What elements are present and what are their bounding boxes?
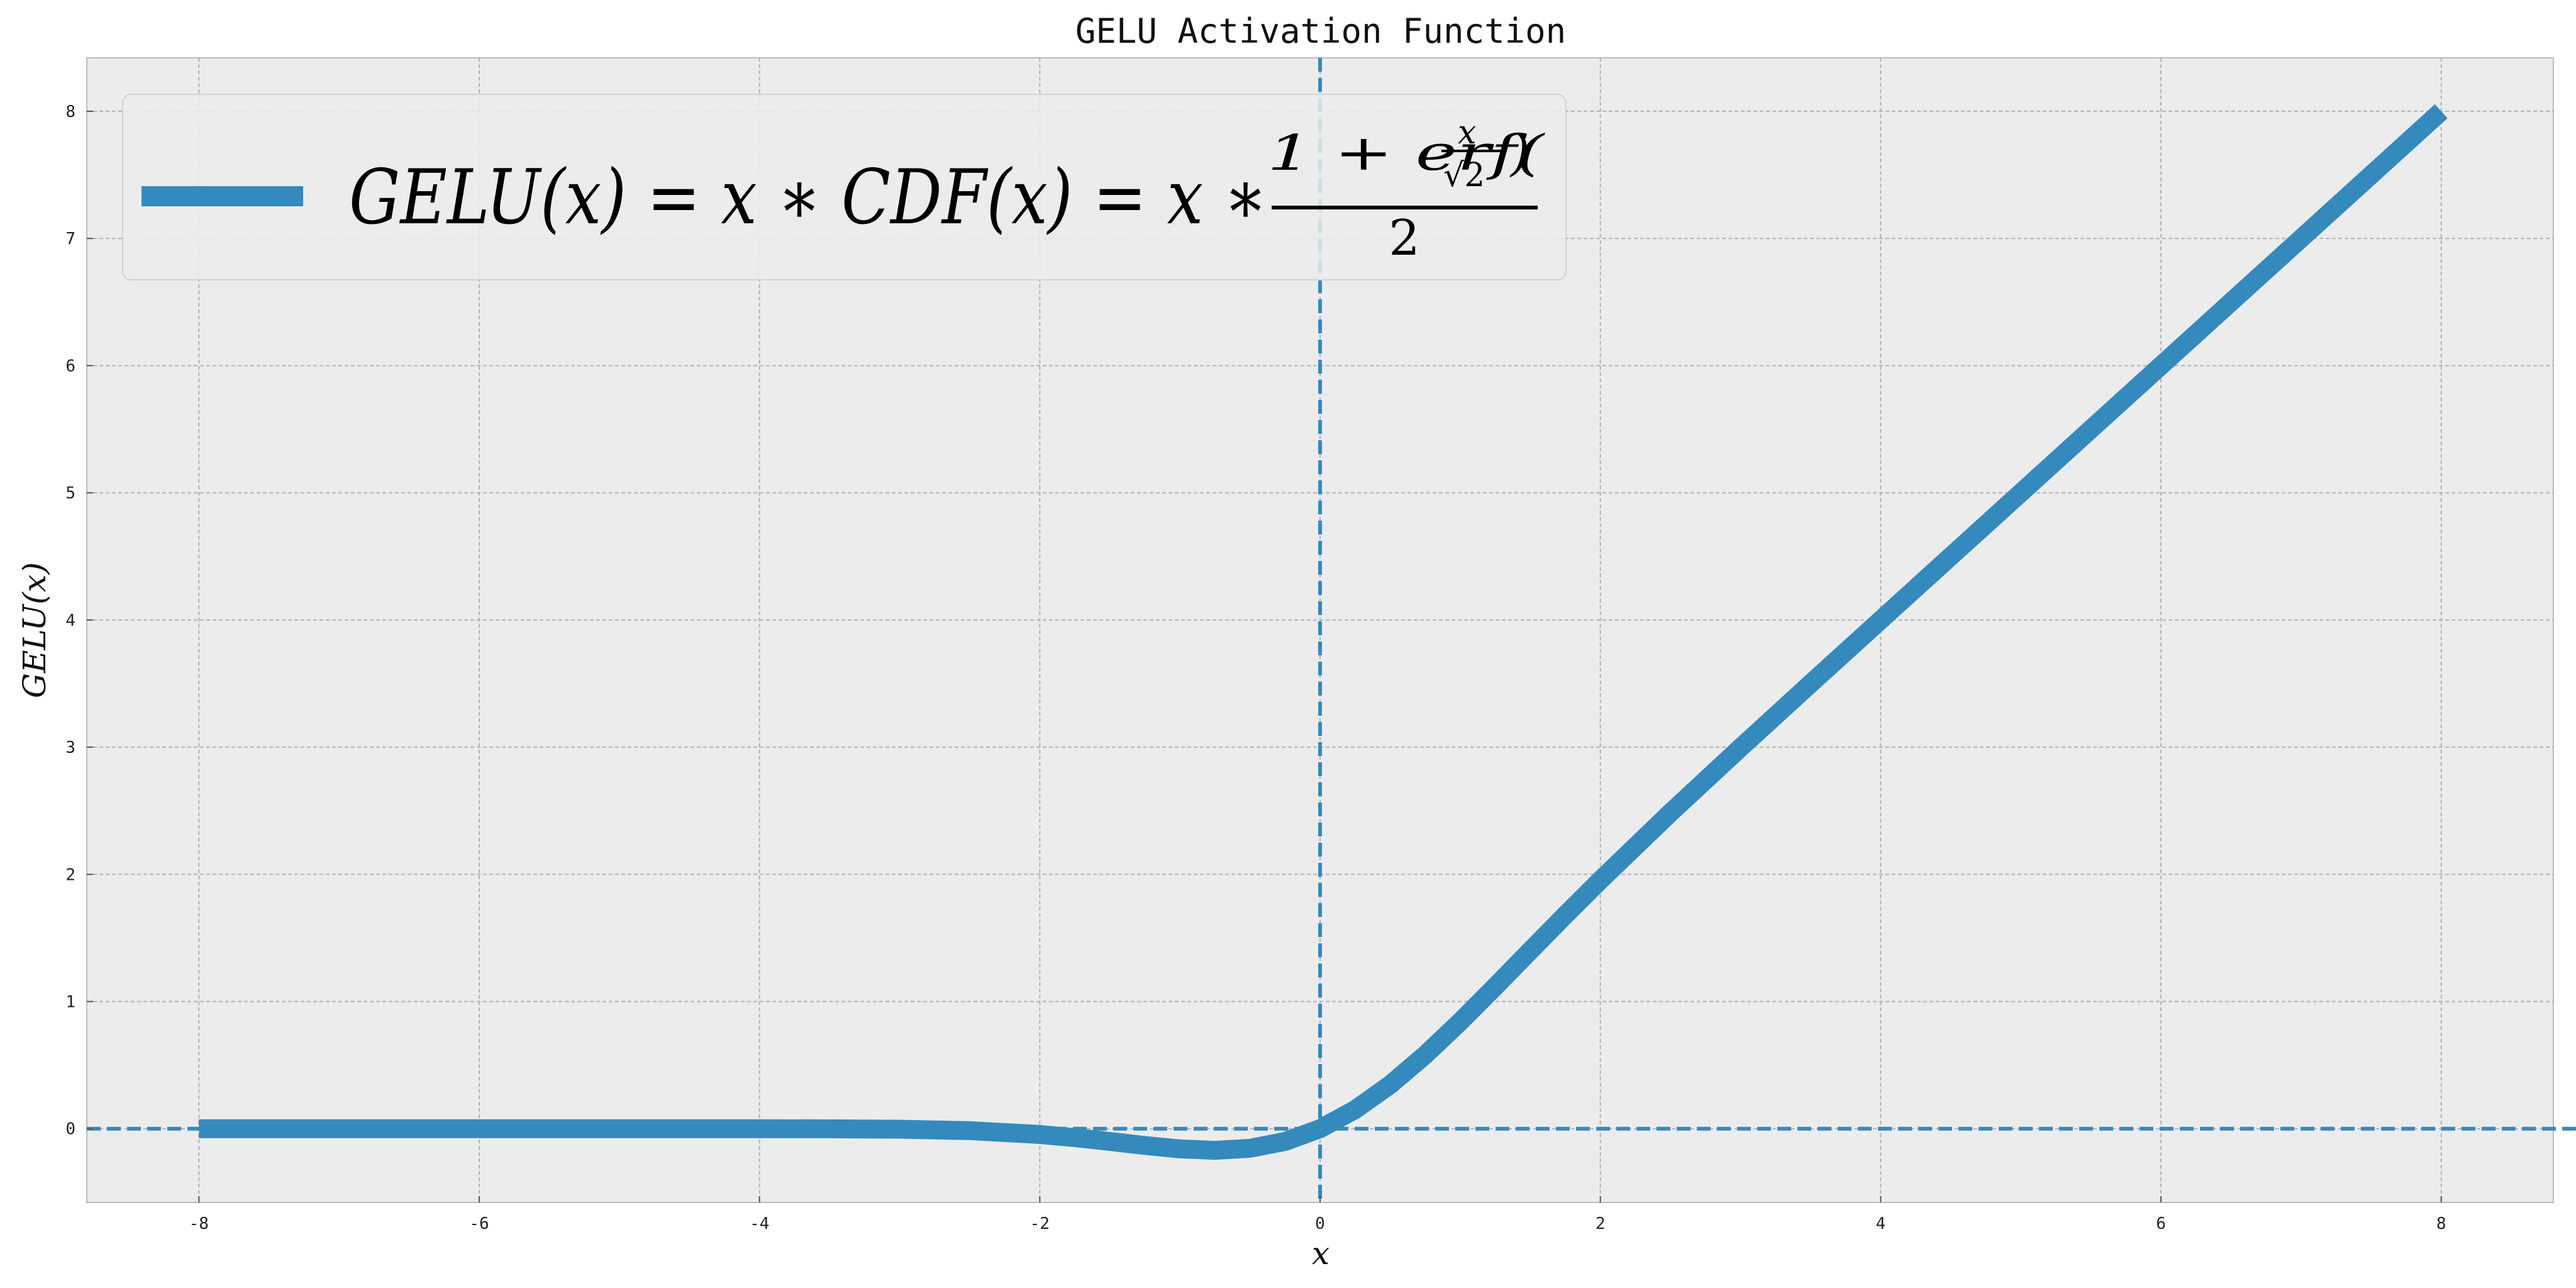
y-axis-ticks: 0 1 2 3 4 5 6 7 8: [65, 103, 93, 1139]
y-tick-label: 4: [65, 611, 75, 630]
x-tick-label: 8: [2436, 1214, 2446, 1233]
legend-formula-close-paren: ): [1509, 125, 1530, 182]
legend-formula-sqrt2: √2: [1443, 157, 1485, 194]
x-tick-label: -2: [1030, 1214, 1050, 1233]
y-tick-label: 7: [65, 230, 75, 248]
y-tick-label: 1: [65, 992, 75, 1011]
series-layer: [199, 104, 2448, 1160]
x-tick-label: 0: [1315, 1214, 1325, 1233]
y-tick-label: 0: [65, 1120, 75, 1139]
y-tick-label: 3: [65, 738, 75, 757]
y-tick-label: 2: [65, 865, 75, 884]
y-tick-label: 6: [65, 357, 75, 375]
x-tick-label: 2: [1596, 1214, 1606, 1233]
series-line-gelu: [199, 104, 2448, 1160]
x-axis-ticks: -8 -6 -4 -2 0 2 4 6 8: [189, 1196, 2446, 1233]
y-axis-label: GELU(x): [16, 562, 53, 698]
chart-title: GELU Activation Function: [1075, 11, 1566, 51]
y-tick-label: 5: [65, 484, 75, 503]
legend-formula-numerator: 1 + erf(: [1267, 125, 1545, 182]
legend-formula-inner-x: x: [1458, 114, 1476, 152]
x-tick-label: -8: [189, 1214, 209, 1233]
legend-formula-lhs: GELU(x) = x ∗ CDF(x) = x ∗: [349, 154, 1267, 242]
x-tick-label: -6: [469, 1214, 489, 1233]
x-tick-label: 4: [1876, 1214, 1886, 1233]
y-tick-label: 8: [65, 103, 75, 121]
x-axis-label: x: [1312, 1235, 1330, 1272]
legend: GELU(x) = x ∗ CDF(x) = x ∗ 1 + erf( x √2…: [122, 94, 1567, 280]
x-tick-label: -4: [750, 1214, 769, 1233]
legend-box: [122, 94, 1567, 280]
legend-formula: GELU(x) = x ∗ CDF(x) = x ∗ 1 + erf( x √2…: [349, 114, 1545, 267]
legend-formula-denominator: 2: [1389, 210, 1420, 267]
x-tick-label: 6: [2156, 1214, 2166, 1233]
